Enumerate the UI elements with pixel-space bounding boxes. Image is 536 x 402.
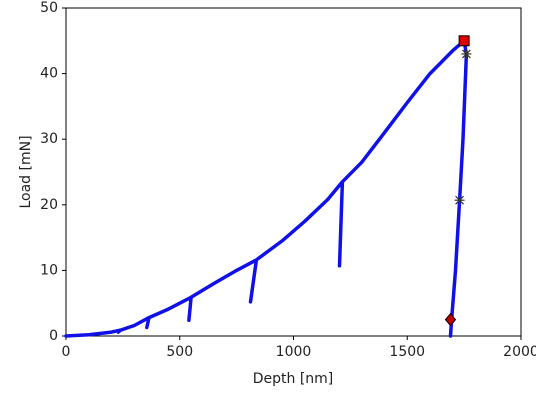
y-tick-label: 30 <box>40 131 58 147</box>
plot-frame <box>65 7 522 337</box>
data-line <box>64 39 469 338</box>
y-tick-label: 10 <box>40 262 58 278</box>
x-axis-label: Depth [nm] <box>253 371 334 387</box>
y-tick-label: 50 <box>40 0 58 16</box>
x-tick-label: 500 <box>166 344 193 360</box>
x-tick-label: 2000 <box>503 344 536 360</box>
y-tick-label: 0 <box>49 328 58 344</box>
marker-asterisk <box>461 48 472 59</box>
marker-asterisk <box>454 195 465 206</box>
marker-square <box>458 35 470 47</box>
y-tick-label: 40 <box>40 66 58 82</box>
x-tick-label: 0 <box>62 344 71 360</box>
asterisk-stroke <box>455 195 464 205</box>
y-tick-label: 20 <box>40 197 58 213</box>
x-tick-label: 1500 <box>389 344 425 360</box>
marker-diamond <box>444 312 457 327</box>
asterisk-stroke <box>461 49 471 59</box>
x-tick-label: 1000 <box>276 344 312 360</box>
y-axis-label: Load [mN] <box>18 135 34 208</box>
